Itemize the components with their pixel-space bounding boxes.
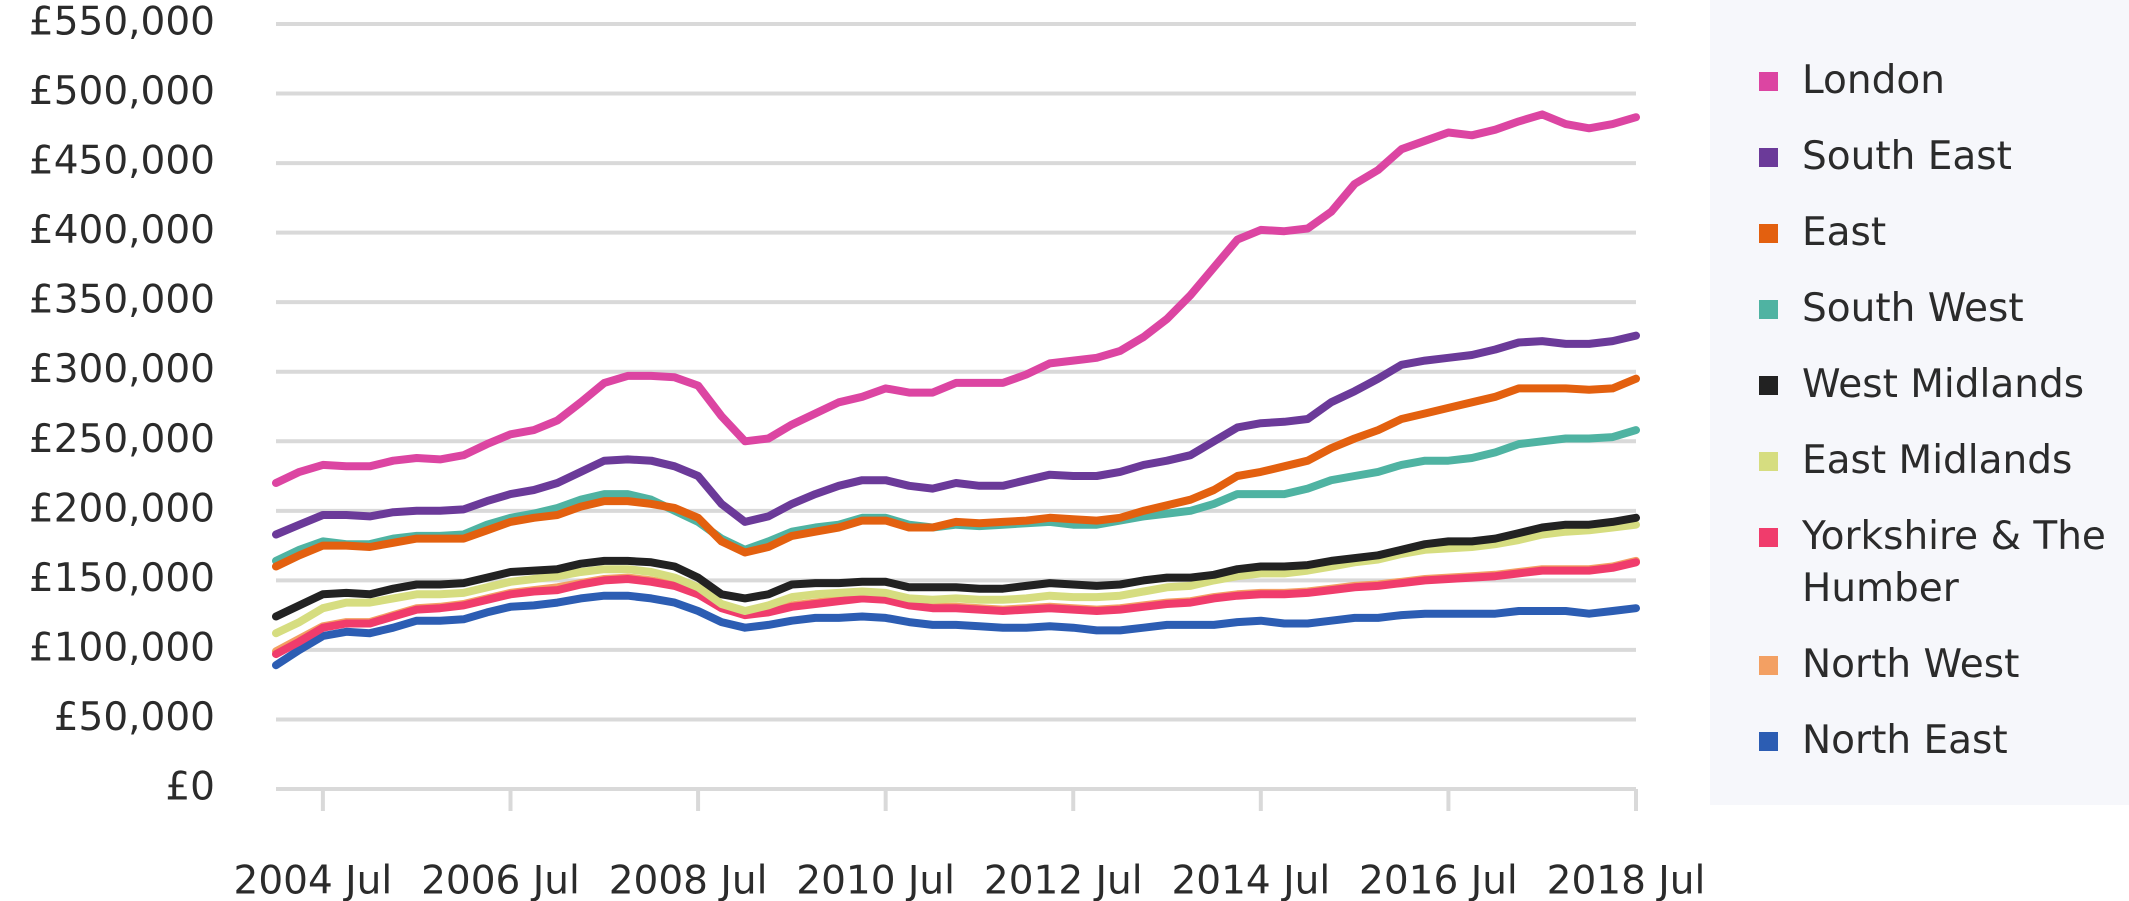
x-tick-label: 2008 Jul [609, 859, 768, 901]
legend-label: Yorkshire & The Humber [1802, 514, 2106, 611]
legend-swatch [1759, 452, 1778, 471]
series-line [272, 591, 1640, 670]
y-tick-label: £300,000 [29, 347, 215, 392]
legend-swatch [1759, 376, 1778, 395]
legend-label: South East [1802, 134, 2012, 179]
x-tick-label: 2010 Jul [796, 859, 955, 901]
chart: £0 £50,000 £100,000 £150,000 £200,000 £250,00… [29, 0, 1706, 901]
y-tick-label: £100,000 [29, 625, 215, 670]
legend-item: West Midlands [1710, 359, 2122, 411]
x-tick-label: 2014 Jul [1171, 859, 1330, 901]
legend-label: North East [1802, 718, 2008, 763]
y-tick-label: £0 [165, 765, 215, 810]
x-tick-label: 2006 Jul [421, 859, 580, 901]
legend-label: East Midlands [1802, 438, 2073, 483]
legend-item: South West [1710, 283, 2122, 335]
series-line [272, 374, 1640, 571]
legend-swatch [1759, 224, 1778, 243]
y-tick-label: £250,000 [29, 417, 215, 462]
legend-item: East Midlands [1710, 435, 2122, 487]
legend-swatch [1759, 528, 1778, 547]
y-tick-label: £400,000 [29, 208, 215, 253]
series-line [272, 520, 1640, 638]
legend-swatch [1759, 148, 1778, 167]
legend-item: South East [1710, 131, 2122, 183]
legend-label: East [1802, 210, 1887, 255]
x-tick-label: 2012 Jul [984, 859, 1143, 901]
y-tick-label: £350,000 [29, 278, 215, 323]
legend-item: North West [1710, 639, 2122, 691]
y-tick-label: £50,000 [54, 695, 215, 740]
y-tick-label: £200,000 [29, 486, 215, 531]
series-line [272, 513, 1640, 621]
legend-label: South West [1802, 286, 2024, 331]
series-line [272, 558, 1640, 659]
y-tick-label: £150,000 [29, 556, 215, 601]
legend: London South East East South West West Midla… [1710, 0, 2129, 805]
y-tick-label: £500,000 [29, 69, 215, 114]
legend-item: Yorkshire & The Humber [1710, 511, 2122, 615]
legend-swatch [1759, 656, 1778, 675]
legend-swatch [1759, 72, 1778, 91]
legend-label: North West [1802, 642, 2020, 687]
legend-label: London [1802, 58, 1945, 103]
x-tick-label: 2018 Jul [1547, 859, 1706, 901]
legend-swatch [1759, 300, 1778, 319]
legend-label: West Midlands [1802, 362, 2085, 407]
legend-item: North East [1710, 715, 2122, 767]
series-line [272, 331, 1640, 539]
y-tick-label: £550,000 [29, 0, 215, 45]
series-line [272, 110, 1640, 487]
x-tick-label: 2004 Jul [234, 859, 393, 901]
x-tick-label: 2016 Jul [1359, 859, 1518, 901]
legend-swatch [1759, 732, 1778, 751]
legend-item: London [1710, 55, 2122, 107]
legend-item: East [1710, 207, 2122, 259]
y-tick-label: £450,000 [29, 139, 215, 184]
